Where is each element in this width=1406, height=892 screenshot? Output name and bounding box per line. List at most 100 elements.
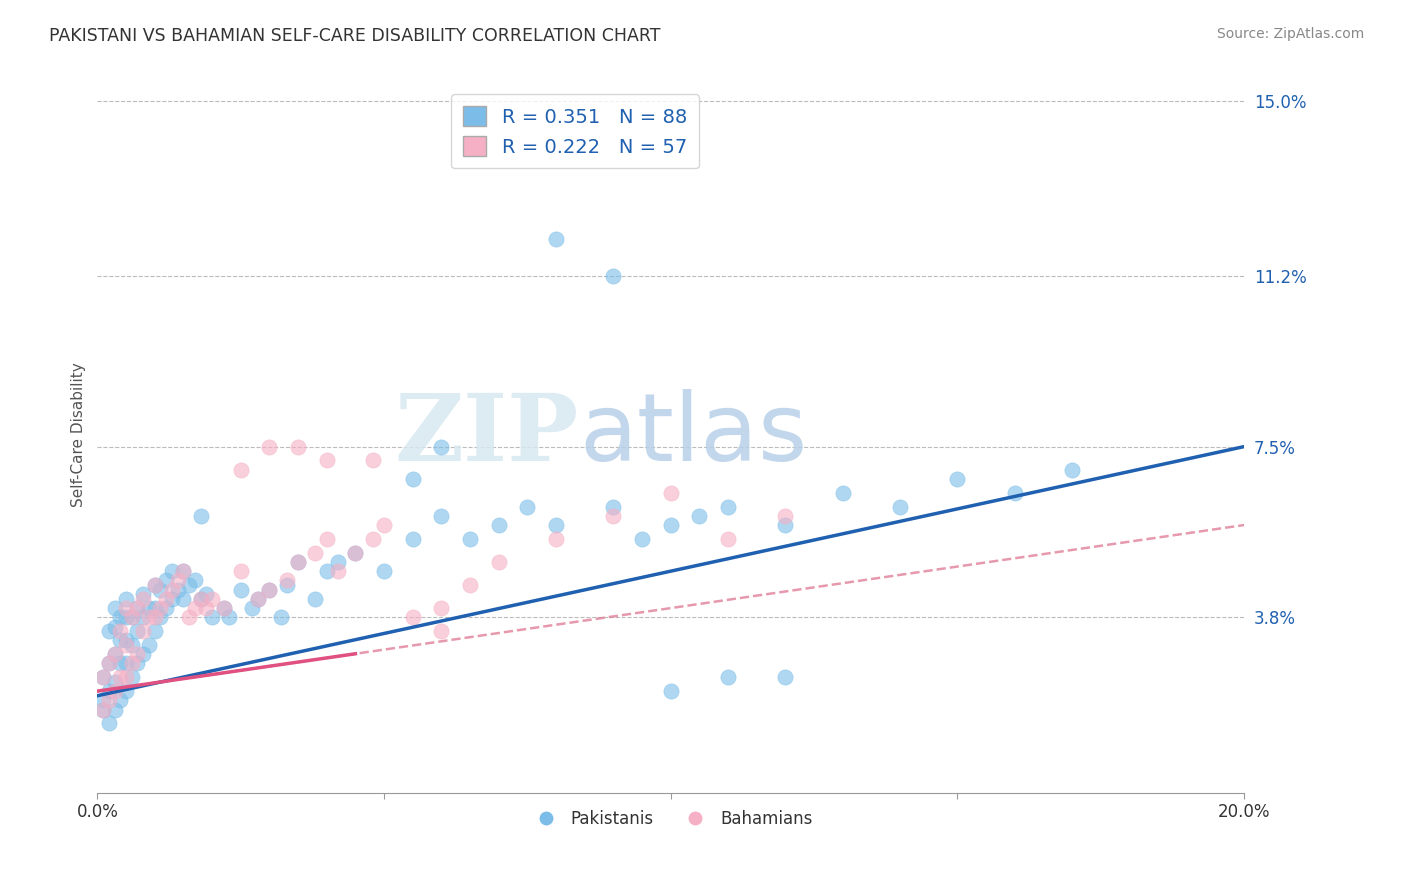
Point (149, 610, 172, 624)
Point (110, 633, 132, 648)
Point (149, 601, 172, 615)
Point (127, 624, 149, 639)
Point (160, 582, 183, 597)
Point (717, 670, 740, 684)
Point (97, 684, 120, 698)
Point (97, 657, 120, 671)
Point (229, 582, 252, 597)
Point (177, 610, 200, 624)
Point (270, 610, 292, 624)
Point (287, 440, 309, 454)
Point (103, 647, 125, 661)
Point (115, 601, 138, 615)
Point (831, 485, 853, 500)
Point (402, 610, 425, 624)
Text: atlas: atlas (579, 389, 807, 481)
Point (344, 546, 367, 560)
Point (160, 591, 183, 606)
Point (304, 546, 326, 560)
Point (458, 532, 481, 546)
Point (160, 564, 183, 578)
Point (110, 670, 132, 684)
Point (115, 610, 138, 624)
Point (127, 647, 149, 661)
Point (91, 703, 114, 717)
Point (143, 624, 166, 639)
Point (103, 619, 125, 633)
Point (103, 703, 125, 717)
Point (91, 670, 114, 684)
Point (132, 647, 155, 661)
Point (110, 693, 132, 707)
Point (717, 532, 740, 546)
Text: PAKISTANI VS BAHAMIAN SELF-CARE DISABILITY CORRELATION CHART: PAKISTANI VS BAHAMIAN SELF-CARE DISABILI… (49, 27, 661, 45)
Point (190, 508, 212, 523)
Point (103, 647, 125, 661)
Point (115, 670, 138, 684)
Point (103, 684, 125, 698)
Point (115, 684, 138, 698)
Point (373, 518, 395, 533)
Point (115, 638, 138, 652)
Point (103, 601, 125, 615)
Point (546, 518, 568, 533)
Point (430, 440, 453, 454)
Point (155, 601, 177, 615)
Y-axis label: Self-Care Disability: Self-Care Disability (72, 363, 86, 508)
Point (91, 670, 114, 684)
Point (143, 610, 166, 624)
Point (138, 610, 160, 624)
Point (91, 703, 114, 717)
Point (103, 674, 125, 689)
Point (184, 601, 207, 615)
Point (132, 624, 155, 639)
Legend: Pakistanis, Bahamians: Pakistanis, Bahamians (522, 803, 820, 834)
Point (717, 500, 740, 514)
Point (276, 578, 298, 592)
Point (259, 440, 281, 454)
Point (889, 500, 911, 514)
Point (155, 574, 177, 588)
Point (373, 564, 395, 578)
Point (195, 601, 218, 615)
Point (304, 591, 326, 606)
Point (127, 601, 149, 615)
Text: Source: ZipAtlas.com: Source: ZipAtlas.com (1216, 27, 1364, 41)
Point (631, 532, 654, 546)
Point (361, 532, 384, 546)
Point (1062, 463, 1084, 477)
Point (276, 574, 298, 588)
Point (143, 578, 166, 592)
Point (97, 693, 120, 707)
Point (602, 500, 624, 514)
Point (184, 574, 207, 588)
Point (775, 670, 797, 684)
Point (430, 601, 453, 615)
Point (177, 578, 200, 592)
Point (143, 601, 166, 615)
Point (138, 601, 160, 615)
Point (155, 591, 177, 606)
Point (172, 591, 194, 606)
Point (775, 518, 797, 533)
Point (287, 555, 309, 569)
Point (602, 268, 624, 283)
Point (402, 532, 425, 546)
Point (138, 638, 160, 652)
Point (229, 564, 252, 578)
Point (97, 657, 120, 671)
Point (132, 587, 155, 601)
Point (121, 657, 143, 671)
Point (110, 624, 132, 639)
Point (516, 500, 538, 514)
Point (546, 532, 568, 546)
Point (946, 472, 969, 486)
Point (259, 582, 281, 597)
Point (115, 657, 138, 671)
Point (127, 657, 149, 671)
Point (402, 472, 425, 486)
Point (127, 601, 149, 615)
Point (328, 564, 350, 578)
Point (775, 508, 797, 523)
Point (166, 582, 188, 597)
